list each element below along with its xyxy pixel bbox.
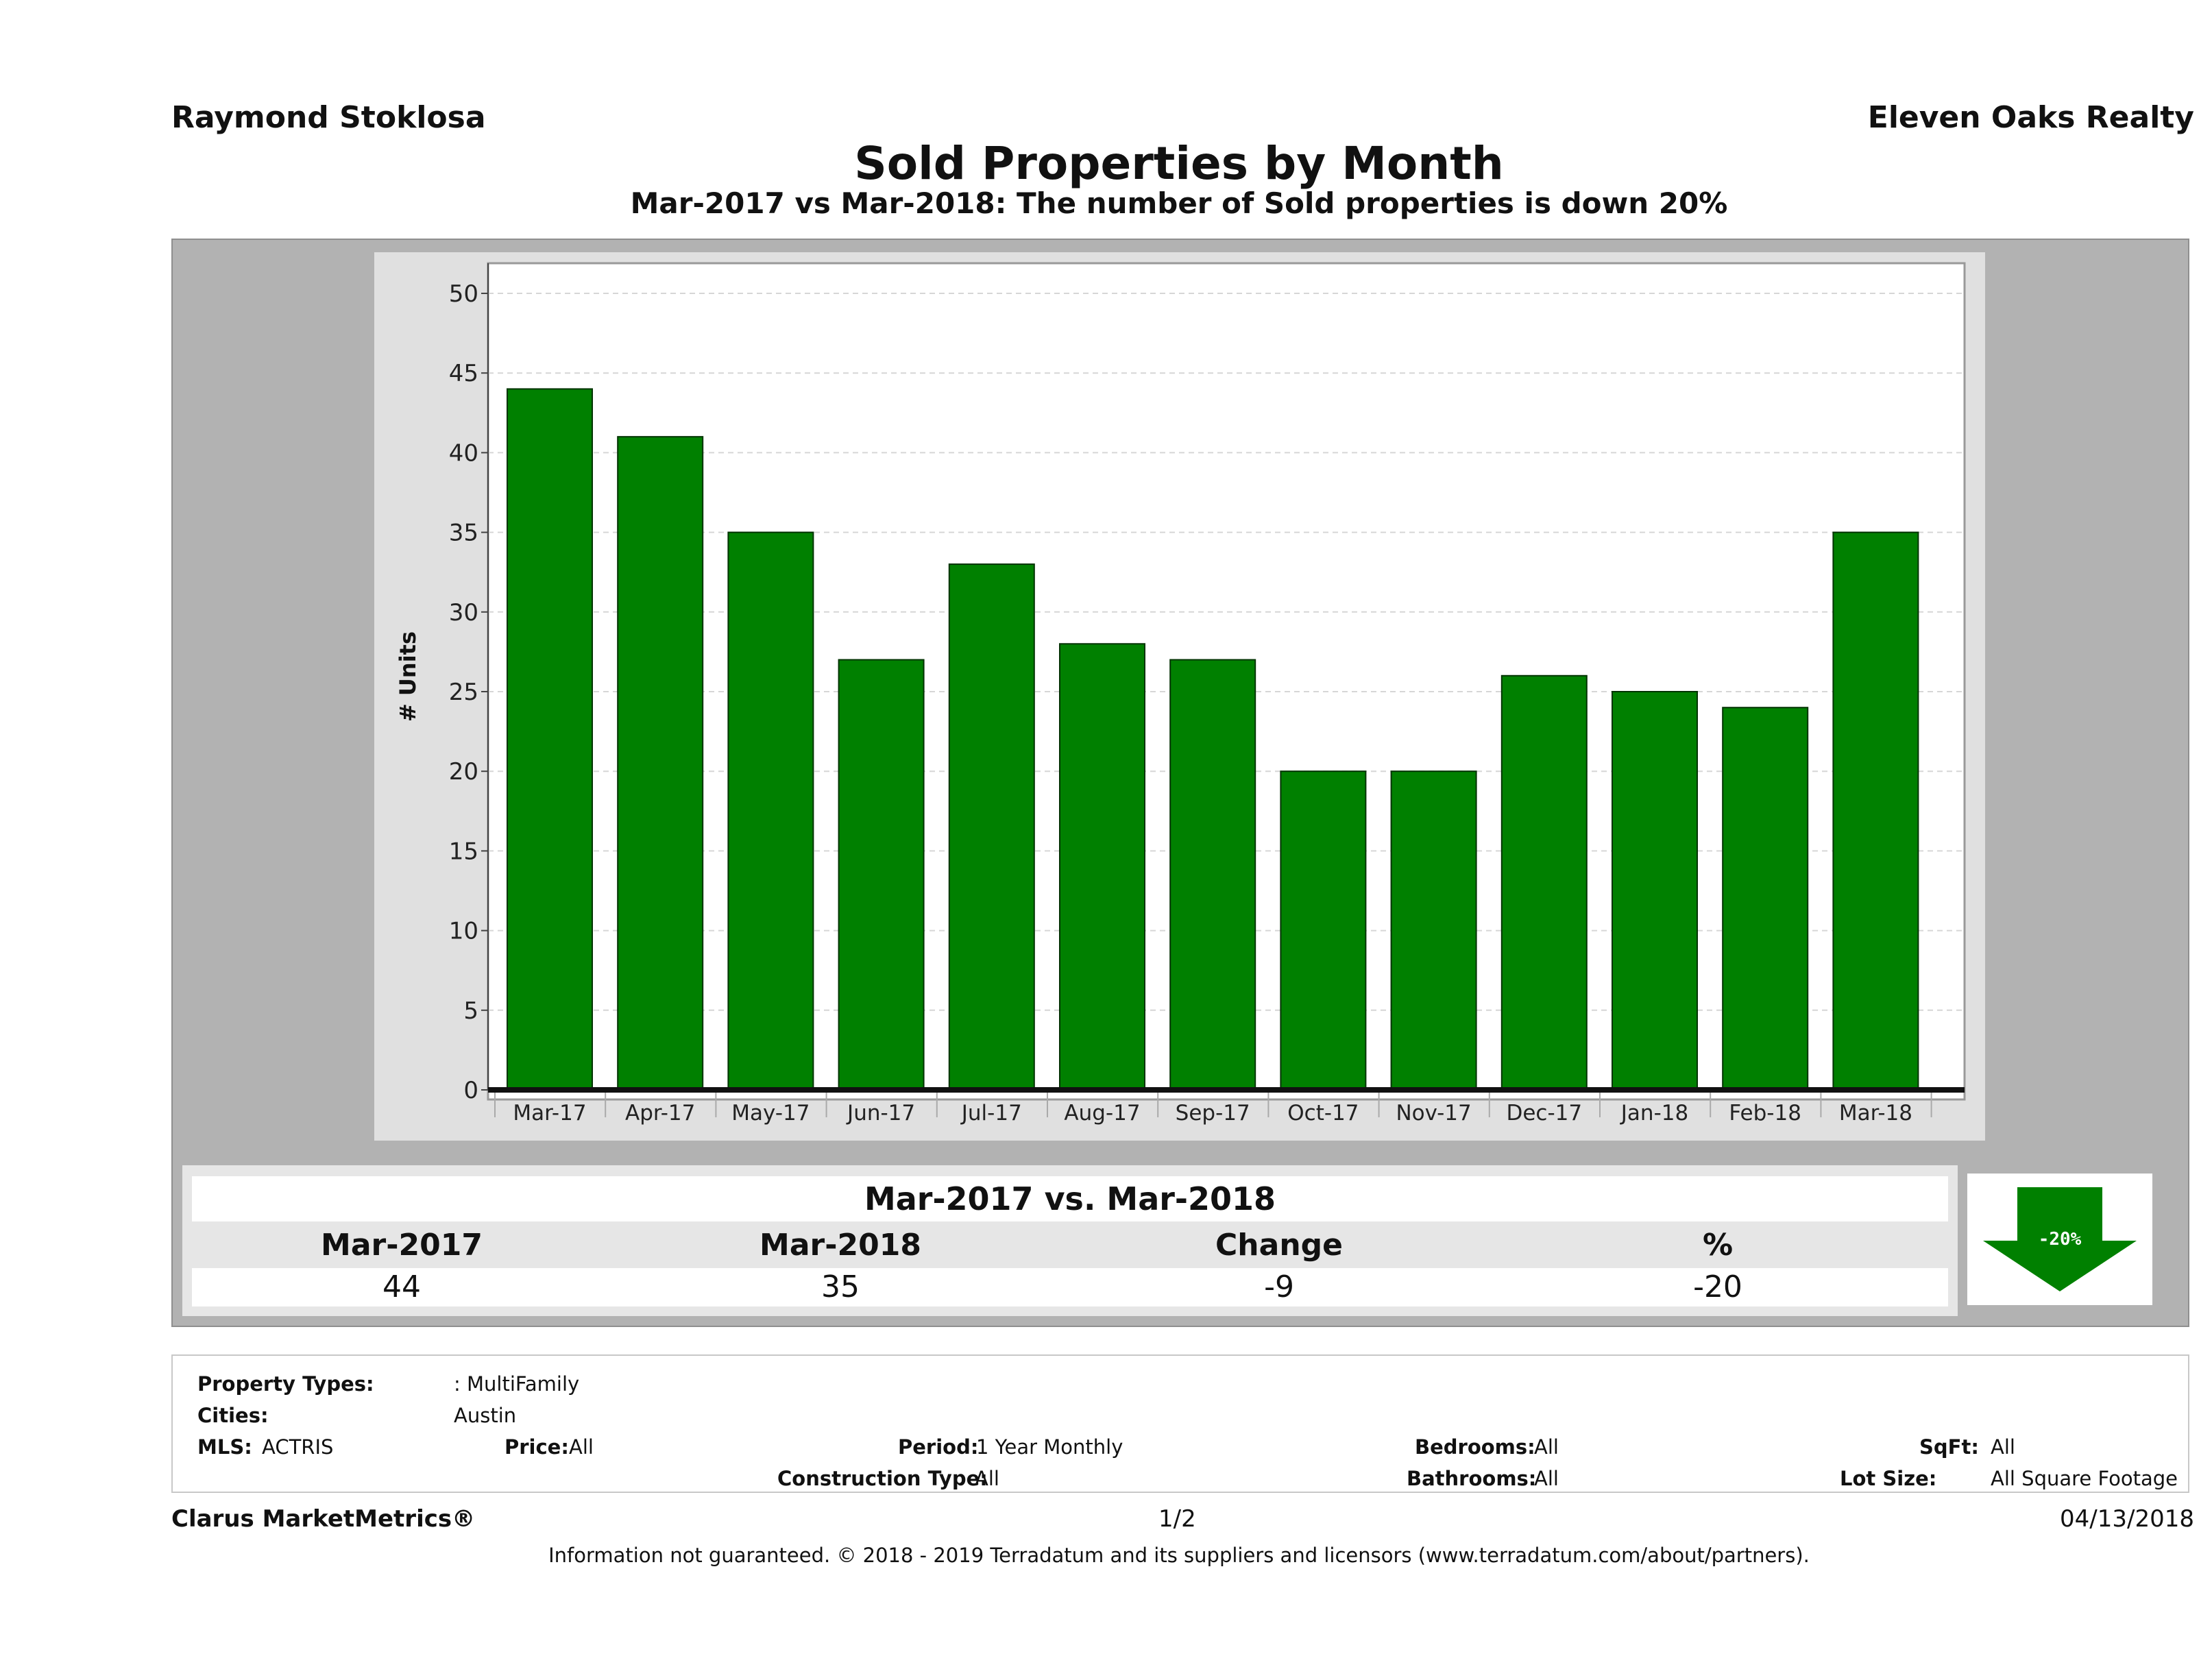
chart-title: Sold Properties by Month — [854, 137, 1504, 190]
price-value: All — [569, 1435, 594, 1459]
y-tick-label: 10 — [449, 918, 478, 945]
filter-criteria: Property Types: : MultiFamily Cities: Au… — [171, 1354, 2189, 1493]
chart-subtitle: Mar-2017 vs Mar-2018: The number of Sold… — [630, 186, 1728, 220]
brokerage-name: Eleven Oaks Realty — [1867, 100, 2194, 135]
bar-oct-17 — [1280, 770, 1367, 1091]
x-tick-label: Oct-17 — [1287, 1101, 1359, 1126]
summary-table: Mar-2017 vs. Mar-2018 Mar-2017 Mar-2018 … — [182, 1165, 1958, 1316]
y-tick-label: 50 — [449, 280, 478, 308]
x-tick-label: Mar-17 — [513, 1101, 586, 1126]
bar-chart: 0 5 10 15 20 25 30 35 40 45 50 Mar-17 Apr-17 May-17 Ju… — [395, 262, 1966, 1126]
x-tick-label: May-17 — [731, 1101, 810, 1126]
mls-value: ACTRIS — [262, 1435, 334, 1459]
change-badge: -20% — [1967, 1174, 2152, 1305]
summary-value-start: 44 — [382, 1269, 421, 1304]
bar-dec-17 — [1500, 674, 1588, 1091]
y-tick-label: 15 — [449, 838, 478, 865]
summary-value-change: -9 — [1264, 1269, 1294, 1304]
x-tick-label: Apr-17 — [625, 1101, 695, 1126]
summary-title: Mar-2017 vs. Mar-2018 — [192, 1176, 1948, 1221]
x-tick-label: Jul-17 — [960, 1101, 1022, 1126]
bathrooms-value: All — [1534, 1467, 1559, 1490]
lot-size-value: All Square Footage — [1991, 1467, 2178, 1490]
disclaimer: Information not guaranteed. © 2018 - 201… — [548, 1544, 1810, 1567]
construction-type-value: All — [975, 1467, 999, 1490]
y-tick-label: 5 — [463, 997, 478, 1025]
summary-value-end: 35 — [821, 1269, 860, 1304]
x-tick-label: Nov-17 — [1396, 1101, 1471, 1126]
x-tick-label: Sep-17 — [1176, 1101, 1250, 1126]
report-date: 04/13/2018 — [2060, 1505, 2194, 1533]
bathrooms-label: Bathrooms: — [1407, 1467, 1537, 1490]
summary-value-percent: -20 — [1693, 1269, 1742, 1304]
x-tick-label: Jan-18 — [1620, 1101, 1688, 1126]
bar-sep-17 — [1169, 659, 1256, 1091]
page-number: 1/2 — [1158, 1505, 1196, 1533]
bar-mar-17 — [507, 388, 593, 1091]
bar-jul-17 — [948, 563, 1035, 1091]
bedrooms-value: All — [1534, 1435, 1559, 1459]
y-tick-label: 35 — [449, 520, 478, 547]
bar-aug-17 — [1059, 643, 1145, 1091]
summary-header-change: Change — [1215, 1228, 1343, 1263]
y-tick-label: 40 — [449, 439, 478, 467]
price-label: Price: — [505, 1435, 569, 1459]
summary-value-row: 44 35 -9 -20 — [192, 1268, 1948, 1306]
down-arrow-icon: -20% — [1983, 1187, 2137, 1291]
agent-name: Raymond Stoklosa — [171, 100, 486, 135]
y-tick-label: 30 — [449, 599, 478, 627]
mls-label: MLS: — [197, 1435, 252, 1459]
bar-feb-18 — [1722, 707, 1809, 1091]
bar-jan-18 — [1612, 691, 1698, 1091]
y-tick-label: 45 — [449, 360, 478, 387]
construction-type-label: Construction Type: — [777, 1467, 988, 1490]
cities-value: Austin — [454, 1404, 517, 1427]
bar-jun-17 — [838, 659, 925, 1091]
lot-size-label: Lot Size: — [1840, 1467, 1937, 1490]
summary-header-end: Mar-2018 — [759, 1228, 921, 1263]
bedrooms-label: Bedrooms: — [1415, 1435, 1535, 1459]
bar-nov-17 — [1390, 770, 1477, 1091]
y-tick-label: 0 — [463, 1077, 478, 1104]
y-tick-label: 20 — [449, 758, 478, 786]
sqft-label: SqFt: — [1919, 1435, 1979, 1459]
y-axis-label: # Units — [395, 631, 421, 722]
cities-label: Cities: — [197, 1404, 269, 1427]
y-tick-label: 25 — [449, 679, 478, 706]
product-name: Clarus MarketMetrics® — [171, 1505, 476, 1533]
sqft-value: All — [1991, 1435, 2015, 1459]
x-tick-label: Aug-17 — [1064, 1101, 1140, 1126]
property-types-label: Property Types: — [197, 1372, 374, 1396]
x-tick-label: Feb-18 — [1729, 1101, 1801, 1126]
change-badge-label: -20% — [2039, 1229, 2082, 1250]
property-types-value: : MultiFamily — [454, 1372, 580, 1396]
x-tick-label: Jun-17 — [846, 1101, 915, 1126]
bar-mar-18 — [1832, 531, 1919, 1091]
summary-header-percent: % — [1702, 1228, 1734, 1263]
x-tick-label: Mar-18 — [1839, 1101, 1912, 1126]
summary-header-start: Mar-2017 — [321, 1228, 483, 1263]
bar-apr-17 — [617, 436, 704, 1091]
bar-may-17 — [727, 531, 814, 1091]
period-value: 1 Year Monthly — [976, 1435, 1123, 1459]
summary-header-row: Mar-2017 Mar-2018 Change % — [182, 1223, 1938, 1268]
x-tick-label: Dec-17 — [1506, 1101, 1582, 1126]
period-label: Period: — [898, 1435, 979, 1459]
